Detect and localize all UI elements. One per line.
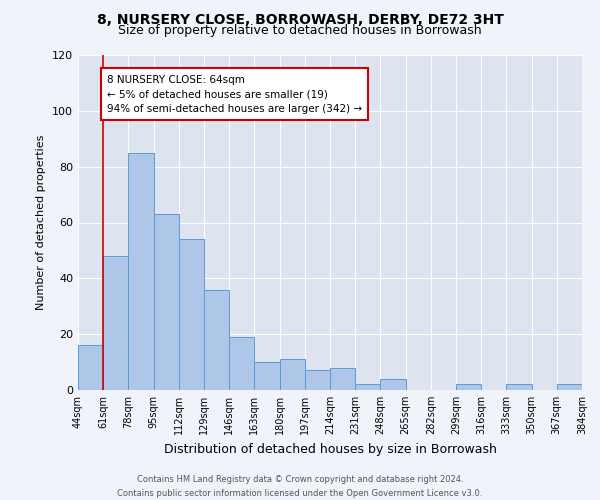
Bar: [154, 214, 179, 390]
Text: Size of property relative to detached houses in Borrowash: Size of property relative to detached ho…: [118, 24, 482, 37]
Bar: [179, 240, 204, 390]
Bar: [229, 337, 254, 390]
Bar: [506, 384, 532, 390]
Bar: [456, 384, 481, 390]
Bar: [380, 379, 406, 390]
Bar: [78, 346, 103, 390]
Bar: [330, 368, 355, 390]
Text: 8 NURSERY CLOSE: 64sqm
← 5% of detached houses are smaller (19)
94% of semi-deta: 8 NURSERY CLOSE: 64sqm ← 5% of detached …: [107, 74, 362, 114]
Bar: [254, 362, 280, 390]
Bar: [557, 384, 582, 390]
Text: 8, NURSERY CLOSE, BORROWASH, DERBY, DE72 3HT: 8, NURSERY CLOSE, BORROWASH, DERBY, DE72…: [97, 12, 503, 26]
Bar: [280, 360, 305, 390]
Text: Contains HM Land Registry data © Crown copyright and database right 2024.
Contai: Contains HM Land Registry data © Crown c…: [118, 476, 482, 498]
Bar: [204, 290, 229, 390]
Bar: [355, 384, 380, 390]
Bar: [128, 152, 154, 390]
X-axis label: Distribution of detached houses by size in Borrowash: Distribution of detached houses by size …: [164, 442, 496, 456]
Y-axis label: Number of detached properties: Number of detached properties: [37, 135, 46, 310]
Bar: [305, 370, 330, 390]
Bar: [103, 256, 128, 390]
